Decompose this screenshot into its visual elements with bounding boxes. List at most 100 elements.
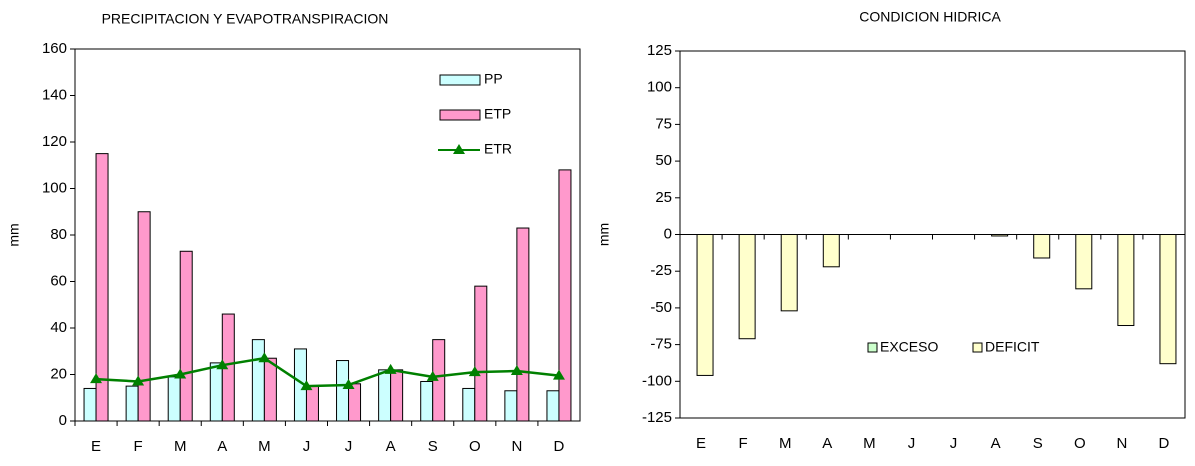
- y-tick-label: -125: [642, 409, 672, 426]
- bar: [137, 211, 151, 422]
- y-tick-label: 50: [655, 152, 672, 169]
- x-tick-label: A: [217, 438, 227, 455]
- x-tick-label: J: [303, 438, 311, 455]
- bar: [822, 234, 840, 268]
- bar: [251, 339, 265, 422]
- bar: [1117, 234, 1135, 327]
- bar: [558, 169, 572, 422]
- bar: [546, 390, 560, 422]
- y-tick-label: 60: [50, 272, 67, 289]
- marker: [258, 352, 271, 363]
- bar: [125, 385, 139, 422]
- bar: [780, 234, 798, 312]
- bar: [1033, 234, 1051, 259]
- line: [95, 356, 560, 388]
- x-tick-label: M: [174, 438, 187, 455]
- marker: [468, 366, 481, 377]
- legend-marker: [453, 144, 465, 154]
- legend-label: DEFICIT: [985, 339, 1040, 355]
- marker: [300, 380, 313, 391]
- x-tick-label: S: [1033, 435, 1043, 452]
- y-tick-label: 40: [50, 319, 67, 336]
- bar: [390, 369, 404, 422]
- bar: [1075, 234, 1093, 290]
- y-axis-label: mm: [596, 223, 612, 246]
- x-tick-label: N: [511, 438, 522, 455]
- bar: [348, 383, 362, 422]
- x-tick-label: N: [1116, 435, 1127, 452]
- legend-swatch: [439, 74, 481, 86]
- y-tick-label: 25: [655, 189, 672, 206]
- bar: [378, 369, 392, 422]
- bar: [696, 234, 714, 376]
- bar: [305, 385, 319, 422]
- bar: [462, 387, 476, 422]
- y-tick-label: 0: [664, 225, 672, 242]
- y-tick-label: 100: [42, 179, 67, 196]
- bar: [1159, 234, 1177, 365]
- x-tick-label: J: [950, 435, 958, 452]
- marker: [426, 370, 439, 381]
- bar: [263, 357, 277, 422]
- chart-title: PRECIPITACION Y EVAPOTRANSPIRACION: [102, 11, 389, 27]
- x-tick-label: F: [134, 438, 143, 455]
- y-tick-label: -25: [650, 262, 672, 279]
- x-tick-label: J: [345, 438, 353, 455]
- y-tick-label: 160: [42, 40, 67, 57]
- x-tick-label: E: [91, 438, 101, 455]
- y-tick-label: 0: [59, 412, 67, 429]
- legend-swatch: [972, 342, 983, 353]
- bar: [83, 387, 97, 422]
- bar: [167, 376, 181, 422]
- legend-label: ETR: [484, 141, 512, 157]
- bar: [738, 234, 756, 340]
- y-axis-label: mm: [6, 223, 22, 246]
- bar: [336, 360, 350, 422]
- marker: [90, 373, 103, 384]
- x-tick-label: S: [428, 438, 438, 455]
- bar: [420, 380, 434, 422]
- x-tick-label: A: [991, 435, 1001, 452]
- bar: [209, 362, 223, 422]
- y-tick-label: 120: [42, 133, 67, 150]
- marker: [552, 369, 565, 380]
- y-tick-label: 20: [50, 365, 67, 382]
- bar: [504, 390, 518, 422]
- y-tick-label: -100: [642, 372, 672, 389]
- y-tick-label: 80: [50, 226, 67, 243]
- legend-swatch: [439, 109, 481, 121]
- marker: [342, 378, 355, 389]
- y-tick-label: -50: [650, 299, 672, 316]
- legend-label: EXCESO: [880, 339, 938, 355]
- y-tick-label: 140: [42, 86, 67, 103]
- x-tick-label: O: [1074, 435, 1086, 452]
- x-tick-label: F: [739, 435, 748, 452]
- bar: [991, 234, 1009, 237]
- x-tick-label: A: [822, 435, 832, 452]
- x-tick-label: D: [1159, 435, 1170, 452]
- x-tick-label: M: [779, 435, 792, 452]
- x-tick-label: O: [469, 438, 481, 455]
- marker: [510, 365, 523, 376]
- bar: [95, 153, 109, 422]
- x-tick-label: M: [258, 438, 271, 455]
- y-tick-label: 125: [647, 42, 672, 59]
- marker: [174, 368, 187, 379]
- x-tick-label: M: [863, 435, 876, 452]
- x-tick-label: A: [386, 438, 396, 455]
- legend-swatch: [867, 342, 878, 353]
- bar: [516, 227, 530, 422]
- x-tick-label: D: [554, 438, 565, 455]
- bar: [474, 285, 488, 422]
- marker: [384, 363, 397, 374]
- marker: [132, 375, 145, 386]
- y-tick-label: -75: [650, 336, 672, 353]
- legend-label: PP: [484, 71, 503, 87]
- marker: [216, 359, 229, 370]
- y-tick-label: 75: [655, 115, 672, 132]
- bar: [179, 250, 193, 422]
- x-tick-label: J: [908, 435, 916, 452]
- x-tick-label: E: [696, 435, 706, 452]
- legend-label: ETP: [484, 106, 511, 122]
